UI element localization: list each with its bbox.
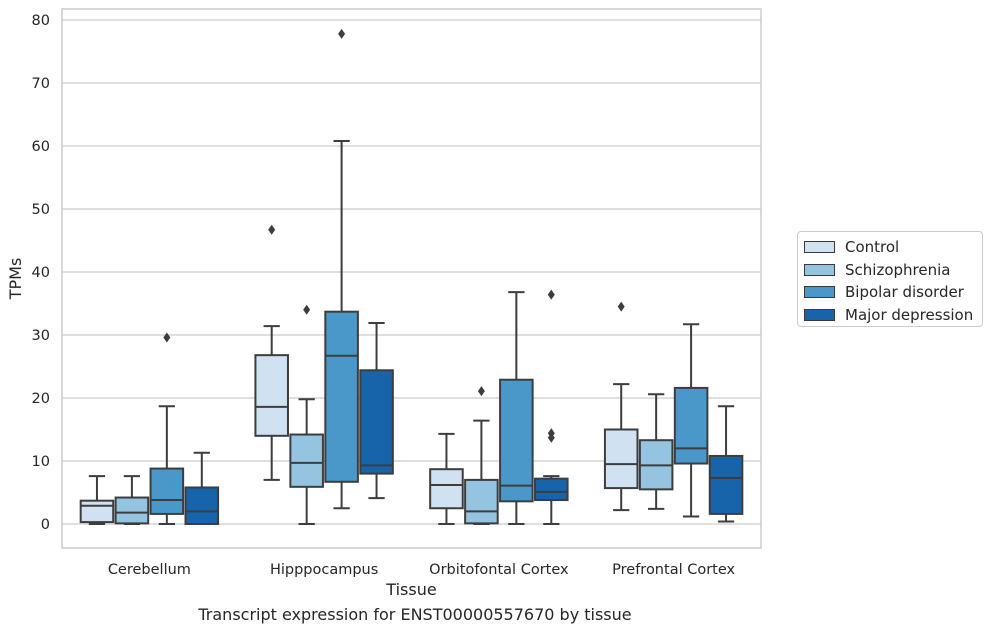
y-tick-label: 0 [41,517,50,533]
outlier-point [338,28,346,39]
outlier-point [617,301,625,312]
legend-label: Control [845,238,900,257]
y-tick-label: 20 [32,391,50,407]
box-iqr [114,496,150,525]
box-iqr [79,499,115,524]
y-tick-label: 40 [32,265,50,281]
legend: Control Schizophrenia Bipolar disorder M… [797,231,983,327]
box-iqr [499,378,534,503]
box-iqr [429,468,464,510]
legend-label: Bipolar disorder [845,283,964,302]
outlier-point [477,386,485,397]
legend-swatch [804,308,835,321]
y-tick-label: 30 [32,328,50,344]
y-tick-labels: 0 10 20 30 40 50 60 70 80 [32,13,50,533]
box-control [603,301,639,512]
box-series [79,28,744,525]
y-tick-label: 70 [32,76,50,92]
box-iqr [289,433,324,488]
box-major-depression [708,405,744,523]
outlier-point [547,428,555,439]
y-tick-label: 10 [32,454,50,470]
legend-swatch [804,241,835,254]
x-tick-label: Hipppocampus [270,562,378,578]
box-control [79,475,115,525]
box-iqr [149,467,185,515]
x-tick-label: Orbitofontal Cortex [429,562,569,578]
box-schizophrenia [638,393,674,510]
box-schizophrenia [114,475,150,525]
legend-swatch [804,286,835,299]
x-tick-labels: Cerebellum Hipppocampus Orbitofontal Corte… [108,562,736,578]
box-major-depression [359,322,394,500]
legend-label: Schizophrenia [845,260,951,279]
box-iqr [673,386,709,465]
y-tick-label: 50 [32,202,50,218]
box-bipolar-disorder [149,332,185,525]
x-axis-label: Tissue [385,580,436,599]
box-major-depression [534,289,569,525]
box-schizophrenia [464,386,499,525]
figure-caption: Transcript expression for ENST0000055767… [198,605,632,624]
box-control [254,224,289,481]
box-iqr [359,369,394,475]
outlier-point [303,304,311,315]
box-iqr [708,454,744,515]
y-tick-label: 60 [32,139,50,155]
outlier-point [163,332,171,343]
legend-item: Schizophrenia [804,259,982,282]
outlier-point [547,289,555,300]
legend-item: Control [804,236,982,259]
box-iqr [534,477,569,502]
legend-item: Major depression [804,304,982,327]
legend-label: Major depression [845,305,974,324]
box-bipolar-disorder [499,291,534,525]
gridlines [62,19,761,525]
box-control [429,432,464,525]
outlier-point [268,224,276,235]
y-tick-label: 80 [32,13,50,29]
box-iqr [254,354,289,437]
plot-frame [61,8,762,549]
x-tick-label: Prefrontal Cortex [612,562,735,578]
box-iqr [464,478,499,525]
legend-item: Bipolar disorder [804,281,982,304]
legend-swatch [804,263,835,276]
box-iqr [184,486,220,525]
box-bipolar-disorder [673,323,709,518]
box-bipolar-disorder [324,28,359,510]
box-schizophrenia [289,304,324,525]
x-tick-label: Cerebellum [108,562,191,578]
box-iqr [324,310,359,483]
box-iqr [603,428,639,490]
box-major-depression [184,451,220,525]
y-axis-label: TPMs [6,258,25,301]
